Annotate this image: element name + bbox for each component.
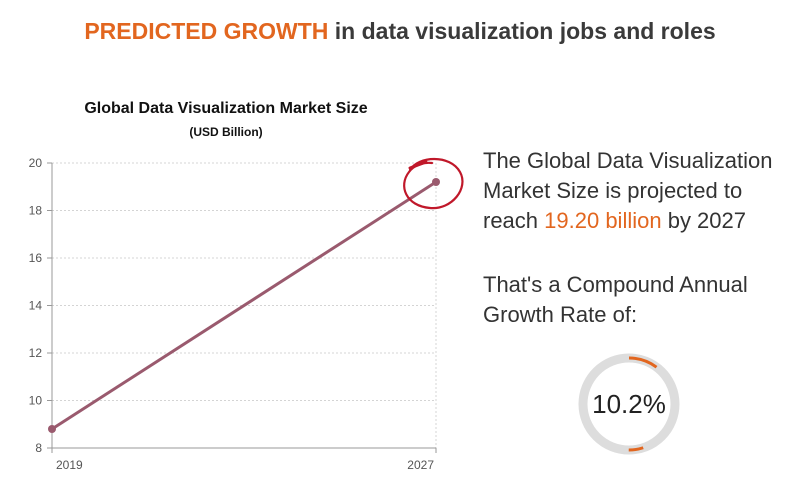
donut-progress-top xyxy=(581,356,677,452)
chart-title: Global Data Visualization Market Size xyxy=(84,100,368,117)
annotation-stroke xyxy=(408,160,428,170)
y-tick-label: 10 xyxy=(29,394,43,408)
cagr-donut-ring xyxy=(578,353,680,455)
chart-subtitle: (USD Billion) xyxy=(189,125,263,139)
y-tick-label: 8 xyxy=(35,441,42,455)
y-tick-label: 20 xyxy=(29,156,43,170)
headline-highlight: PREDICTED GROWTH xyxy=(84,18,329,44)
cagr-donut: 10.2% xyxy=(577,352,681,456)
y-tick-label: 12 xyxy=(29,346,43,360)
projection-text-end: by 2027 xyxy=(661,208,746,233)
data-point xyxy=(48,425,56,433)
cagr-value: 10.2% xyxy=(592,389,666,419)
y-tick-label: 14 xyxy=(29,299,43,313)
projection-text-start: The Global Data Visualization Market Siz… xyxy=(483,148,773,233)
data-point xyxy=(432,178,440,186)
x-tick-label: 2019 xyxy=(56,458,83,472)
page-headline: PREDICTED GROWTH in data visualization j… xyxy=(0,18,800,45)
projection-text: The Global Data Visualization Market Siz… xyxy=(483,146,783,236)
y-tick-label: 16 xyxy=(29,251,43,265)
headline-rest: in data visualization jobs and roles xyxy=(328,18,716,44)
cagr-label: That's a Compound Annual Growth Rate of: xyxy=(483,272,748,327)
market-size-chart: 8 10 12 14 16 18 20 2019 2027 xyxy=(29,156,464,472)
series-line xyxy=(51,180,437,431)
x-tick-label: 2027 xyxy=(407,458,434,472)
projection-value: 19.20 billion xyxy=(544,208,662,233)
y-tick-label: 18 xyxy=(29,204,43,218)
